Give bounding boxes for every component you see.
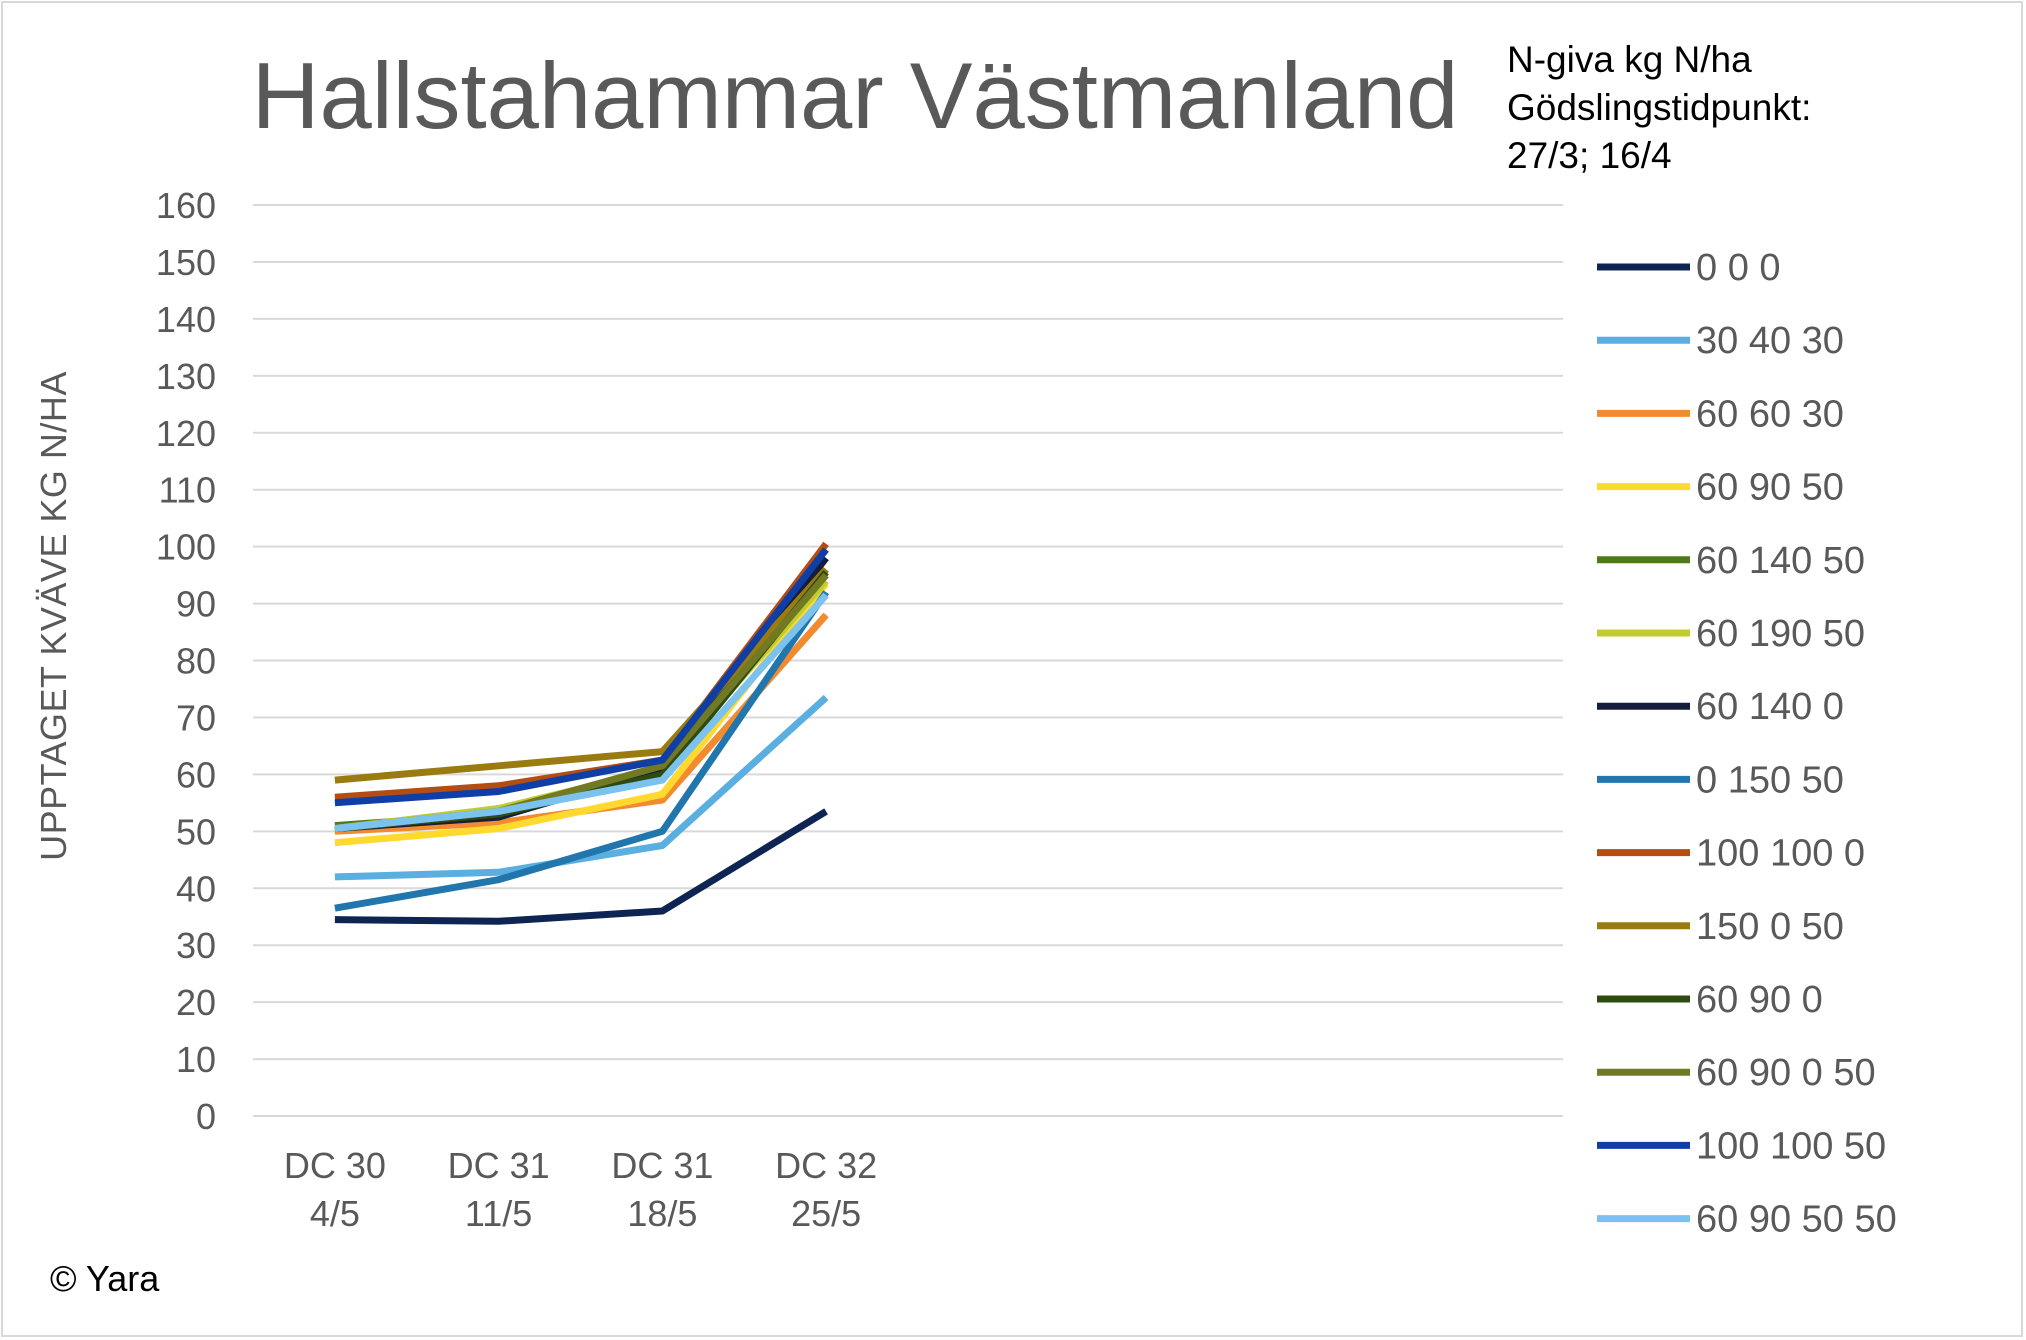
series-line (334, 808, 828, 925)
chart-note: N-giva kg N/ha Gödslingstidpunkt: 27/3; … (1507, 39, 1811, 176)
legend: 0 0 0 30 40 30 60 60 30 60 90 50 60 140 50 60… (1597, 247, 1897, 1241)
y-tick-label: 60 (176, 754, 216, 795)
legend-label: 60 60 30 (1696, 393, 1844, 435)
series-line (334, 592, 829, 832)
legend-label: 150 0 50 (1696, 906, 1844, 948)
y-tick-label: 110 (159, 470, 216, 511)
x-tick-label: DC 32 (775, 1145, 877, 1186)
y-tick-label: 70 (176, 697, 216, 738)
legend-label: 100 100 50 (1696, 1125, 1886, 1167)
legend-label: 60 90 50 50 (1696, 1199, 1897, 1241)
gridlines (253, 204, 1563, 1117)
series-line (334, 590, 829, 912)
legend-label: 60 190 50 (1696, 613, 1865, 655)
legend-label: 60 90 0 (1696, 979, 1823, 1021)
x-tick-label: DC 30 (284, 1145, 386, 1186)
y-tick-label: 40 (176, 868, 216, 909)
y-tick-label: 50 (176, 811, 216, 852)
y-tick-label: 80 (176, 641, 216, 682)
legend-label: 0 0 0 (1696, 247, 1781, 289)
note-line: Gödslingstidpunkt: (1507, 87, 1811, 128)
series-group (334, 541, 829, 925)
y-tick-label: 150 (156, 242, 216, 283)
y-tick-label: 130 (156, 356, 216, 397)
y-tick-label: 90 (176, 584, 216, 625)
legend-label: 60 90 50 (1696, 467, 1844, 509)
legend-label: 60 90 0 50 (1696, 1052, 1876, 1094)
x-axis-ticks: DC 30 4/5 DC 31 11/5 DC 31 18/5 DC 32 25/5 (284, 1145, 877, 1234)
x-tick-sublabel: 4/5 (310, 1193, 360, 1234)
x-tick-sublabel: 25/5 (791, 1193, 861, 1234)
x-tick-sublabel: 18/5 (627, 1193, 697, 1234)
x-tick-sublabel: 11/5 (465, 1193, 532, 1234)
y-tick-label: 120 (156, 413, 216, 454)
note-line: 27/3; 16/4 (1507, 135, 1672, 176)
y-axis-ticks: 0 10 20 30 40 50 60 70 80 90 100 110 120 130 140 150 160 (156, 185, 216, 1137)
x-tick-label: DC 31 (611, 1145, 713, 1186)
y-tick-label: 160 (156, 185, 216, 226)
copyright-text: © Yara (50, 1258, 160, 1299)
y-tick-label: 10 (176, 1039, 216, 1080)
chart-title: Hallstahammar Västmanland (252, 43, 1459, 148)
legend-label: 0 150 50 (1696, 759, 1844, 801)
y-tick-label: 100 (156, 527, 216, 568)
y-tick-label: 30 (176, 925, 216, 966)
legend-label: 60 140 50 (1696, 540, 1865, 582)
series-line (334, 581, 829, 847)
y-axis-title: UPPTAGET KVÄVE KG N/HA (33, 371, 74, 861)
y-tick-label: 20 (176, 982, 216, 1023)
y-tick-label: 0 (196, 1096, 216, 1137)
note-line: N-giva kg N/ha (1507, 39, 1752, 80)
legend-label: 60 140 0 (1696, 686, 1844, 728)
legend-label: 30 40 30 (1696, 320, 1844, 362)
x-tick-label: DC 31 (448, 1145, 550, 1186)
legend-label: 100 100 0 (1696, 833, 1865, 875)
y-tick-label: 140 (156, 299, 216, 340)
series-line (334, 547, 829, 807)
